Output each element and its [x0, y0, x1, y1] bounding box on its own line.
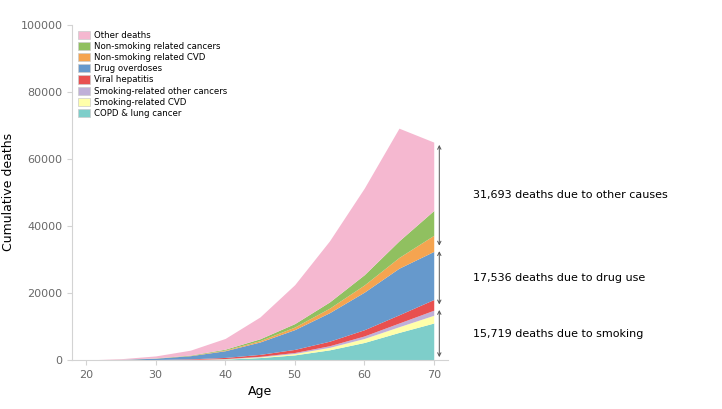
- Text: 15,719 deaths due to smoking: 15,719 deaths due to smoking: [473, 328, 643, 339]
- X-axis label: Age: Age: [248, 385, 272, 398]
- Text: 17,536 deaths due to drug use: 17,536 deaths due to drug use: [473, 273, 645, 283]
- Text: 31,693 deaths due to other causes: 31,693 deaths due to other causes: [473, 190, 668, 200]
- Legend: Other deaths, Non-smoking related cancers, Non-smoking related CVD, Drug overdos: Other deaths, Non-smoking related cancer…: [77, 29, 229, 120]
- Y-axis label: Cumulative deaths: Cumulative deaths: [2, 133, 15, 251]
